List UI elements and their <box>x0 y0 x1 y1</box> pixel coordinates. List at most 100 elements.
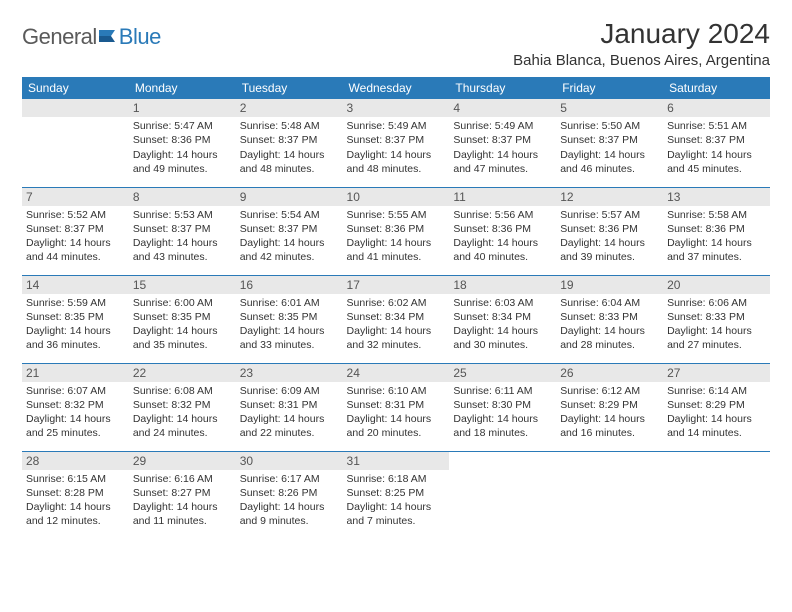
sun-info-line: Daylight: 14 hours <box>667 412 766 426</box>
calendar-cell: 5Sunrise: 5:50 AMSunset: 8:37 PMDaylight… <box>556 99 663 187</box>
day-number: 6 <box>663 99 770 117</box>
sun-info-line: and 28 minutes. <box>560 338 659 352</box>
sun-info-line: Sunrise: 6:03 AM <box>453 296 552 310</box>
sun-info-line: Sunset: 8:34 PM <box>347 310 446 324</box>
day-number: 1 <box>129 99 236 117</box>
sun-info-line: Sunrise: 6:11 AM <box>453 384 552 398</box>
calendar-cell <box>663 451 770 539</box>
sun-info-line: Daylight: 14 hours <box>240 412 339 426</box>
sun-info-line: Sunset: 8:36 PM <box>560 222 659 236</box>
logo: General Blue <box>22 18 161 50</box>
sun-info-line: Sunset: 8:37 PM <box>347 133 446 147</box>
day-number: 19 <box>556 276 663 294</box>
sun-info-line: Sunrise: 6:18 AM <box>347 472 446 486</box>
calendar-cell: 15Sunrise: 6:00 AMSunset: 8:35 PMDayligh… <box>129 275 236 363</box>
day-number: 15 <box>129 276 236 294</box>
sun-info-line: Daylight: 14 hours <box>453 148 552 162</box>
day-number: 7 <box>22 188 129 206</box>
sun-info-line: Sunset: 8:33 PM <box>667 310 766 324</box>
calendar-cell: 17Sunrise: 6:02 AMSunset: 8:34 PMDayligh… <box>343 275 450 363</box>
day-number: 14 <box>22 276 129 294</box>
calendar-cell: 12Sunrise: 5:57 AMSunset: 8:36 PMDayligh… <box>556 187 663 275</box>
sun-info-line: Sunset: 8:37 PM <box>240 222 339 236</box>
sun-info-line: Daylight: 14 hours <box>26 324 125 338</box>
sun-info-line: and 24 minutes. <box>133 426 232 440</box>
sun-info-line: Daylight: 14 hours <box>347 500 446 514</box>
sun-info-line: Sunset: 8:37 PM <box>26 222 125 236</box>
day-number: 13 <box>663 188 770 206</box>
sun-info-line: and 43 minutes. <box>133 250 232 264</box>
day-number: 10 <box>343 188 450 206</box>
sun-info-line: and 42 minutes. <box>240 250 339 264</box>
day-header: Saturday <box>663 77 770 99</box>
sun-info-line: Daylight: 14 hours <box>560 412 659 426</box>
sun-info-line: Sunrise: 5:53 AM <box>133 208 232 222</box>
sun-info-line: Sunrise: 6:08 AM <box>133 384 232 398</box>
calendar-cell: 6Sunrise: 5:51 AMSunset: 8:37 PMDaylight… <box>663 99 770 187</box>
calendar-row: 21Sunrise: 6:07 AMSunset: 8:32 PMDayligh… <box>22 363 770 451</box>
sun-info-line: Daylight: 14 hours <box>667 236 766 250</box>
sun-info-line: Sunrise: 6:12 AM <box>560 384 659 398</box>
sun-info-line: Sunrise: 5:48 AM <box>240 119 339 133</box>
sun-info-line: Sunset: 8:35 PM <box>240 310 339 324</box>
sun-info-line: Sunrise: 5:57 AM <box>560 208 659 222</box>
sun-info-line: Sunset: 8:36 PM <box>667 222 766 236</box>
sun-info-line: Sunrise: 5:52 AM <box>26 208 125 222</box>
sun-info-line: Sunrise: 5:49 AM <box>453 119 552 133</box>
sun-info-line: Daylight: 14 hours <box>26 412 125 426</box>
sun-info-line: Daylight: 14 hours <box>453 324 552 338</box>
day-number: 18 <box>449 276 556 294</box>
sun-info-line: and 20 minutes. <box>347 426 446 440</box>
sun-info-line: Sunrise: 5:47 AM <box>133 119 232 133</box>
day-number: 12 <box>556 188 663 206</box>
calendar-cell: 14Sunrise: 5:59 AMSunset: 8:35 PMDayligh… <box>22 275 129 363</box>
day-number: 20 <box>663 276 770 294</box>
sun-info-line: Sunrise: 6:15 AM <box>26 472 125 486</box>
calendar-cell: 18Sunrise: 6:03 AMSunset: 8:34 PMDayligh… <box>449 275 556 363</box>
day-number: 26 <box>556 364 663 382</box>
day-number: 30 <box>236 452 343 470</box>
sun-info-line: Daylight: 14 hours <box>240 324 339 338</box>
sun-info-line: Sunset: 8:37 PM <box>560 133 659 147</box>
calendar-header: SundayMondayTuesdayWednesdayThursdayFrid… <box>22 77 770 99</box>
sun-info-line: Daylight: 14 hours <box>453 412 552 426</box>
sun-info-line: Daylight: 14 hours <box>453 236 552 250</box>
sun-info-line: Sunrise: 5:59 AM <box>26 296 125 310</box>
flag-icon <box>97 27 117 52</box>
sun-info-line: Sunset: 8:33 PM <box>560 310 659 324</box>
sun-info-line: Daylight: 14 hours <box>667 148 766 162</box>
sun-info-line: Sunset: 8:32 PM <box>133 398 232 412</box>
sun-info-line: Daylight: 14 hours <box>560 324 659 338</box>
calendar-row: 28 Sunrise: 6:15 AMSunset: 8:28 PM Dayligh… <box>22 451 770 539</box>
sun-info-line: Sunset: 8:37 PM <box>133 222 232 236</box>
sun-info-line: and 46 minutes. <box>560 162 659 176</box>
sun-info-line: Sunrise: 6:06 AM <box>667 296 766 310</box>
calendar-cell: 1Sunrise: 5:47 AMSunset: 8:36 PMDaylight… <box>129 99 236 187</box>
day-header: Sunday <box>22 77 129 99</box>
sun-info-line: and 27 minutes. <box>667 338 766 352</box>
sun-info-line: Sunrise: 5:49 AM <box>347 119 446 133</box>
calendar-cell: 16Sunrise: 6:01 AMSunset: 8:35 PMDayligh… <box>236 275 343 363</box>
sun-info-line: and 33 minutes. <box>240 338 339 352</box>
day-number: 28 <box>22 452 129 470</box>
sun-info-line: and 11 minutes. <box>133 514 232 528</box>
sun-info-line: Sunrise: 5:51 AM <box>667 119 766 133</box>
sun-info-line: Sunset: 8:28 PM <box>26 486 125 500</box>
calendar-cell: 8Sunrise: 5:53 AMSunset: 8:37 PMDaylight… <box>129 187 236 275</box>
day-number: 29 <box>129 452 236 470</box>
sun-info-line: and 18 minutes. <box>453 426 552 440</box>
sun-info-line: Sunset: 8:37 PM <box>240 133 339 147</box>
calendar-cell <box>449 451 556 539</box>
sun-info-line: and 41 minutes. <box>347 250 446 264</box>
sun-info-line: and 32 minutes. <box>347 338 446 352</box>
sun-info-line: Sunset: 8:25 PM <box>347 486 446 500</box>
sun-info-line: and 39 minutes. <box>560 250 659 264</box>
calendar-cell: 25Sunrise: 6:11 AMSunset: 8:30 PMDayligh… <box>449 363 556 451</box>
sun-info-line: Sunset: 8:37 PM <box>453 133 552 147</box>
sun-info-line: Sunset: 8:29 PM <box>667 398 766 412</box>
sun-info-line: Daylight: 14 hours <box>560 148 659 162</box>
title-block: January 2024 Bahia Blanca, Buenos Aires,… <box>513 18 770 69</box>
day-number: 4 <box>449 99 556 117</box>
sun-info-line: and 16 minutes. <box>560 426 659 440</box>
location: Bahia Blanca, Buenos Aires, Argentina <box>513 52 770 69</box>
